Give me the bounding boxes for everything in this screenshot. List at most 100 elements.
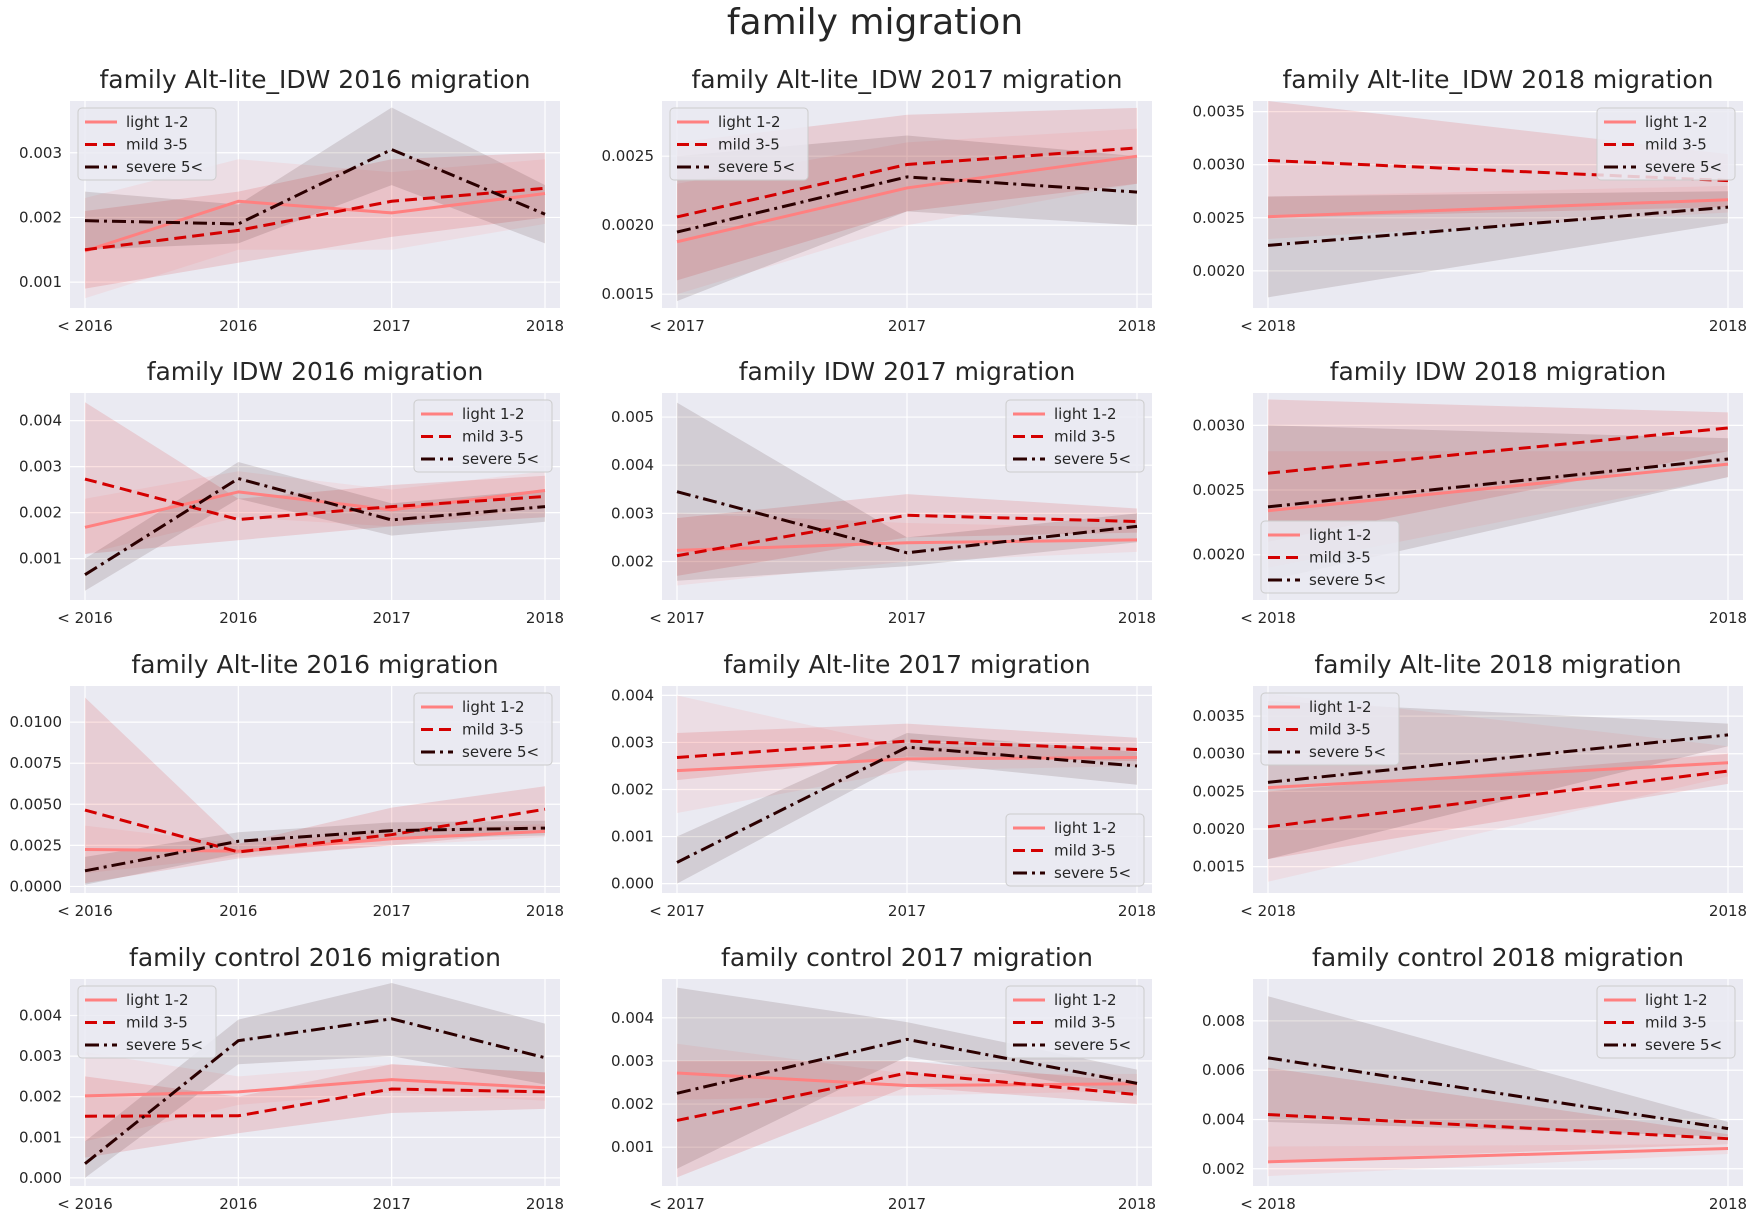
series-line-1: [1267, 462, 1729, 513]
series-line-2: [84, 1087, 546, 1118]
series-line-2: [676, 739, 1138, 760]
legend-label-1: light 1-2: [462, 405, 525, 423]
y-tick-label: 0.002: [19, 504, 62, 522]
y-tick-label: 0.004: [19, 412, 62, 430]
series-line-1: [676, 756, 1138, 773]
y-tick-label: 0.001: [19, 1128, 62, 1146]
ci-band-2: [1268, 1067, 1728, 1162]
legend-box: [1596, 985, 1736, 1059]
series-line-1: [84, 192, 546, 253]
legend-label-2: mild 3-5: [1645, 1014, 1707, 1032]
legend-label-3: severe 5<: [1054, 864, 1131, 882]
legend-label-1: light 1-2: [1309, 698, 1372, 716]
x-tick-label: 2017: [373, 902, 411, 920]
x-tick-label: 2018: [1709, 609, 1747, 627]
y-tick-label: 0.0020: [1193, 820, 1246, 838]
figure-title: family migration: [726, 2, 1024, 43]
x-tick-label: 2018: [526, 902, 564, 920]
ci-band-1: [85, 1052, 545, 1142]
series-line-3: [676, 1037, 1138, 1095]
legend-label-1: light 1-2: [1309, 526, 1372, 544]
x-tick-label: 2017: [373, 609, 411, 627]
y-tick-label: 0.002: [611, 1095, 654, 1113]
x-tick-label: 2018: [526, 317, 564, 335]
series-line-1: [1267, 198, 1729, 219]
subplot-1: family Alt-lite_IDW 2016 migration 0.001 0…: [19, 65, 564, 335]
y-tick-label: 0.002: [611, 552, 654, 570]
y-tick-label: 0.0030: [1193, 416, 1246, 434]
legend: light 1-2 mild 3-5 severe 5<: [669, 107, 809, 181]
legend: light 1-2 mild 3-5 severe 5<: [77, 107, 217, 181]
legend-label-2: mild 3-5: [462, 721, 524, 739]
legend-label-3: severe 5<: [1054, 450, 1131, 468]
x-tick-label: 2018: [526, 609, 564, 627]
subplot-title: family Alt-lite 2016 migration: [131, 650, 498, 679]
legend-label-3: severe 5<: [1309, 571, 1386, 589]
y-tick-label: 0.001: [19, 273, 62, 291]
subplot-12: family control 2018 migration 0.002 0.004 0…: [1202, 943, 1747, 1213]
series-line-1: [676, 154, 1138, 244]
y-tick-label: 0.0030: [1193, 156, 1246, 174]
legend: light 1-2 mild 3-5 severe 5<: [1005, 813, 1145, 887]
subplot-10: family control 2016 migration 0.000 0.001 0…: [19, 943, 564, 1213]
legend-box: [1596, 107, 1736, 181]
series-line-3: [1267, 1056, 1729, 1131]
x-tick-label: 2018: [1118, 1195, 1156, 1213]
x-tick-label: < 2017: [649, 1195, 705, 1213]
legend-box: [1005, 813, 1145, 887]
series-line-2: [676, 146, 1138, 219]
subplot-title: family Alt-lite_IDW 2017 migration: [691, 65, 1122, 94]
legend-box: [77, 107, 217, 181]
y-tick-label: 0.003: [19, 458, 62, 476]
legend: light 1-2 mild 3-5 severe 5<: [1005, 399, 1145, 473]
legend-box: [1005, 985, 1145, 1059]
x-tick-label: < 2016: [57, 317, 113, 335]
legend-label-3: severe 5<: [1309, 743, 1386, 761]
legend-box: [77, 985, 217, 1059]
y-tick-label: 0.004: [611, 686, 654, 704]
series-line-1: [676, 538, 1138, 552]
y-tick-label: 0.002: [19, 208, 62, 226]
y-tick-label: 0.0075: [10, 754, 63, 772]
subplot-title: family control 2016 migration: [129, 943, 501, 972]
legend-label-1: light 1-2: [1054, 405, 1117, 423]
y-tick-label: 0.004: [19, 1007, 62, 1025]
x-tick-label: < 2017: [649, 609, 705, 627]
x-tick-label: 2017: [888, 1195, 926, 1213]
x-tick-label: 2017: [888, 902, 926, 920]
legend-label-3: severe 5<: [126, 158, 203, 176]
legend-label-3: severe 5<: [1645, 158, 1722, 176]
x-tick-label: < 2018: [1240, 902, 1296, 920]
legend-label-2: mild 3-5: [1054, 1014, 1116, 1032]
y-tick-label: 0.001: [611, 828, 654, 846]
x-tick-label: 2018: [1118, 317, 1156, 335]
legend: light 1-2 mild 3-5 severe 5<: [1260, 692, 1400, 766]
y-tick-label: 0.0025: [1193, 481, 1246, 499]
legend-label-3: severe 5<: [462, 450, 539, 468]
series-line-3: [676, 175, 1138, 234]
subplot-title: family Alt-lite 2018 migration: [1314, 650, 1681, 679]
subplot-title: family IDW 2016 migration: [147, 357, 484, 386]
x-tick-label: 2018: [1709, 1195, 1747, 1213]
y-tick-label: 0.0035: [1193, 103, 1246, 121]
legend: light 1-2 mild 3-5 severe 5<: [1596, 107, 1736, 181]
series-line-3: [1267, 733, 1729, 784]
legend-box: [1260, 692, 1400, 766]
x-tick-label: 2016: [219, 1195, 257, 1213]
x-tick-label: 2016: [219, 902, 257, 920]
legend-label-1: light 1-2: [126, 991, 189, 1009]
x-tick-label: < 2018: [1240, 609, 1296, 627]
y-tick-label: 0.000: [611, 875, 654, 893]
subplot-3: family Alt-lite_IDW 2018 migration 0.0020…: [1193, 65, 1748, 335]
subplot-title: family IDW 2018 migration: [1330, 357, 1667, 386]
ci-band-2: [677, 494, 1137, 576]
series-line-1: [84, 829, 546, 853]
x-tick-label: 2017: [888, 609, 926, 627]
y-tick-label: 0.0035: [1193, 707, 1246, 725]
y-tick-label: 0.0020: [1193, 262, 1246, 280]
x-tick-label: 2018: [1709, 902, 1747, 920]
y-tick-label: 0.0000: [10, 877, 63, 895]
series-line-3: [676, 745, 1138, 864]
legend-label-1: light 1-2: [1645, 991, 1708, 1009]
